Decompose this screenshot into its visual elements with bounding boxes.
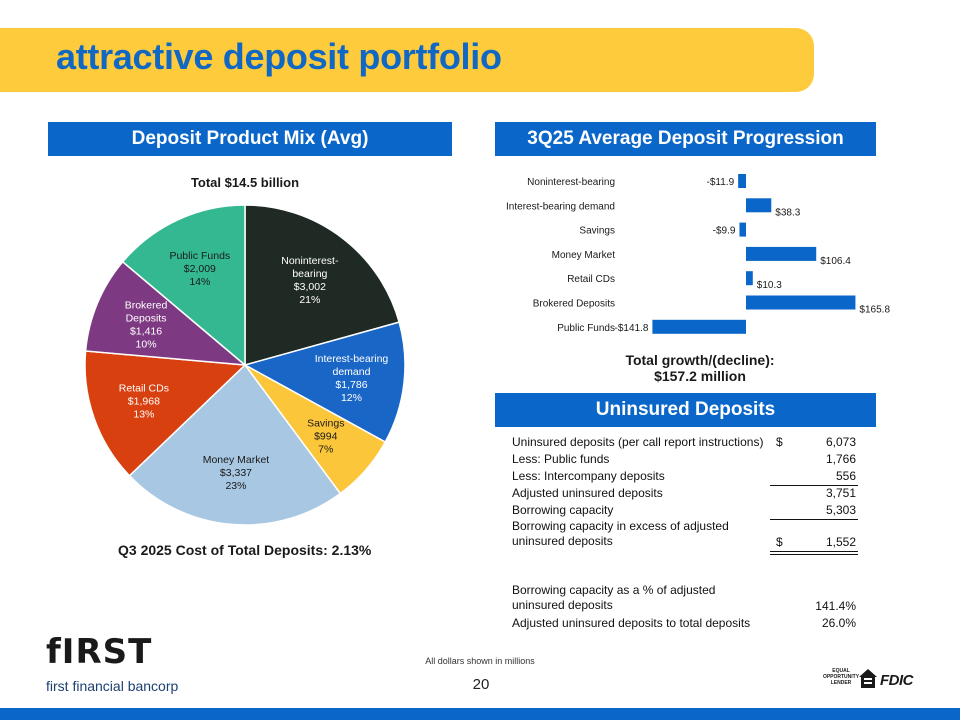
bar-category-label: Noninterest-bearing	[527, 177, 615, 188]
bar	[738, 174, 746, 188]
equal-opportunity-lender-badge: EQUAL OPPORTUNITY LENDER	[822, 668, 860, 686]
bar-category-label: Interest-bearing demand	[506, 201, 615, 212]
bar-value-label: -$141.8	[614, 323, 648, 334]
table-row: Borrowing capacity 5,303	[512, 502, 862, 519]
row-label: Borrowing capacity in excess of adjusted…	[512, 519, 729, 548]
growth-suffix: .2 million	[685, 368, 746, 384]
growth-amount: $157	[654, 368, 686, 384]
bar-value-label: -$9.9	[713, 226, 736, 237]
row-value: 141.4%	[815, 599, 856, 613]
bar	[746, 246, 817, 261]
bar	[746, 198, 772, 213]
page-number: 20	[472, 676, 490, 693]
bar-category-label: Retail CDs	[567, 274, 615, 285]
row-label: Borrowing capacity as a % of adjusted un…	[512, 583, 716, 612]
page-title: attractive deposit portfolio	[56, 36, 502, 77]
pie-slice-label: Retail CDs $1,968 13%	[119, 383, 169, 421]
pie-slice	[84, 260, 248, 366]
row-label: Adjusted uninsured deposits to total dep…	[512, 616, 751, 630]
pie-title: Total $14.5 billion	[191, 175, 299, 190]
bar-category-label: Money Market	[552, 250, 616, 261]
row-label: Less: Intercompany deposits	[512, 469, 665, 483]
bar-category-label: Savings	[579, 226, 615, 237]
pie-slice-label: Interest-bearing demand $1,786 12%	[315, 353, 389, 404]
mix-header: Deposit Product Mix (Avg)	[48, 122, 452, 156]
pie-slice-label: Public Funds $2,009 14%	[169, 250, 230, 288]
pie-slice	[128, 363, 342, 526]
progression-header: 3Q25 Average Deposit Progression	[495, 122, 876, 156]
footnote: All dollars shown in millions	[425, 656, 535, 666]
table-row: Less: Intercompany deposits 556	[512, 468, 862, 485]
house-icon	[859, 669, 877, 688]
row-label: Borrowing capacity	[512, 503, 614, 517]
row-value: 1,552	[825, 535, 856, 549]
pie-slice	[244, 204, 401, 366]
company-tagline: first financial bancorp	[46, 678, 179, 694]
pie-slice	[84, 350, 247, 477]
row-value: 3,751	[825, 486, 856, 500]
table-row: Borrowing capacity as a % of adjusted un…	[512, 583, 862, 615]
row-value: 5,303	[825, 503, 856, 517]
sum-underline	[770, 519, 858, 520]
total-growth-text: Total growth/(decline): $157.2 million	[590, 352, 810, 384]
bar-category-label: Brokered Deposits	[533, 299, 615, 310]
table-row: Adjusted uninsured deposits 3,751	[512, 485, 862, 502]
row-label: Adjusted uninsured deposits	[512, 486, 663, 500]
deposit-mix-pie-chart: Total $14.5 billion Noninterest-bearing $3…	[84, 175, 406, 526]
bar	[746, 295, 856, 310]
cost-of-deposits-label: Q3 2025 Cost of Total Deposits: 2.13%	[118, 542, 372, 558]
table-row: Less: Public funds 1,766	[512, 451, 862, 468]
row-dollar: $	[776, 535, 783, 549]
row-value: 1,766	[825, 452, 856, 466]
row-value: 26.0%	[821, 616, 856, 630]
total-double-underline	[770, 551, 858, 555]
bar-value-label: $106.4	[820, 256, 851, 267]
footer-bar	[0, 708, 960, 720]
pie-slice-label: Money Market $3,337 23%	[203, 454, 270, 492]
pie-slice	[243, 321, 406, 444]
row-label: Less: Public funds	[512, 452, 610, 466]
deposit-progression-bar-chart: Noninterest-bearing -$11.9 Interest-bearin…	[506, 174, 890, 334]
bar-value-label: $10.3	[757, 280, 782, 291]
row-value: 6,073	[825, 435, 856, 449]
fdic-logo: FDIC	[880, 672, 914, 689]
pie-slice	[121, 204, 246, 367]
table-row: Uninsured deposits (per call report inst…	[512, 434, 862, 451]
growth-line1: Total growth/(decline):	[625, 352, 775, 368]
bar	[746, 271, 753, 286]
company-logo: fIRST	[46, 632, 153, 672]
bar-value-label: $38.3	[775, 207, 800, 218]
bar-category-label: Public Funds	[557, 323, 615, 334]
row-value: 556	[835, 469, 856, 483]
row-label: Uninsured deposits (per call report inst…	[512, 435, 764, 449]
bar-value-label: -$11.9	[707, 177, 735, 188]
bar	[652, 319, 746, 334]
bar-value-label: $165.8	[859, 305, 890, 316]
table-row: Borrowing capacity in excess of adjusted…	[512, 519, 862, 551]
pie-slice-label: Noninterest-bearing $3,002 21%	[281, 255, 339, 306]
pie-slice-label: Brokered Deposits $1,416 10%	[125, 299, 168, 350]
sum-underline	[770, 485, 858, 486]
pie-slice-label: Savings $994 7%	[307, 417, 344, 455]
table-row: Adjusted uninsured deposits to total dep…	[512, 615, 862, 632]
bar	[739, 222, 746, 237]
row-dollar: $	[776, 435, 783, 449]
uninsured-header: Uninsured Deposits	[495, 393, 876, 427]
title-banner: attractive deposit portfolio	[0, 28, 814, 92]
